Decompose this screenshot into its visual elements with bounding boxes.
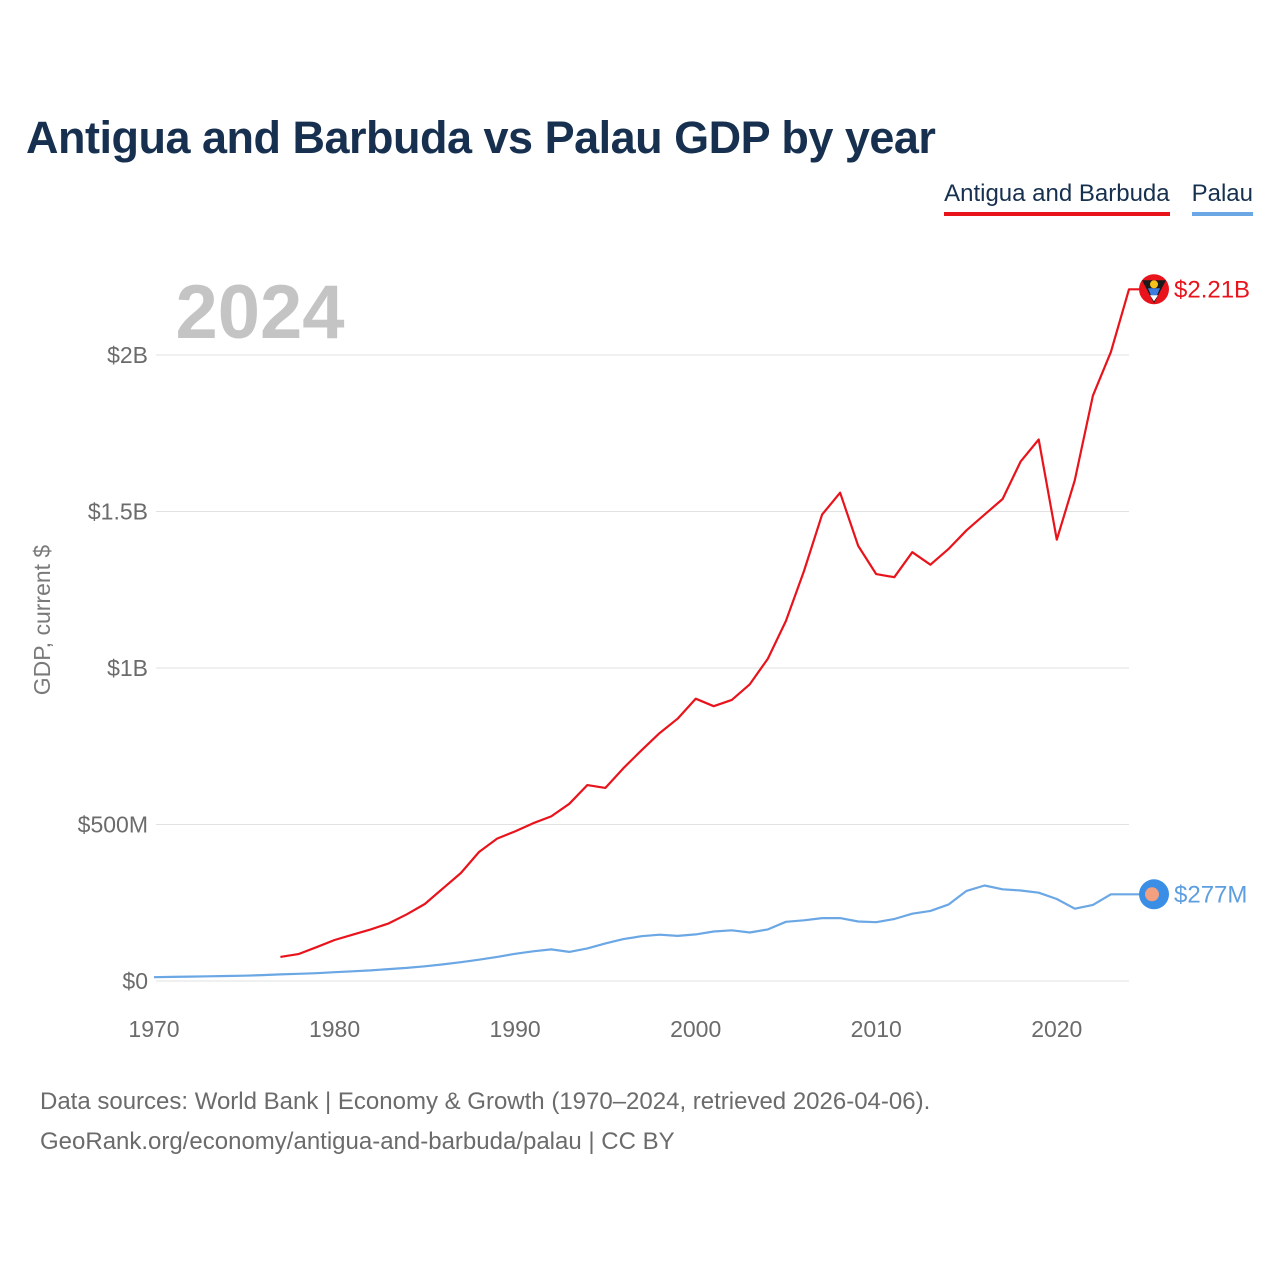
x-axis-ticks: 1970 1980 1990 2000 2010 2020 — [128, 1016, 1082, 1042]
y-tick-label: $500M — [78, 812, 148, 838]
x-tick-label: 1980 — [309, 1016, 360, 1042]
legend-item-antigua-and-barbuda[interactable]: Antigua and Barbuda — [944, 180, 1170, 216]
x-tick-label: 2000 — [670, 1016, 721, 1042]
source-note: Data sources: World Bank | Economy & Gro… — [40, 1088, 931, 1115]
series-layer: $2.21B $277M — [153, 274, 1250, 979]
source-url: GeoRank.org/economy/antigua-and-barbuda/… — [40, 1128, 675, 1155]
y-tick-label: $1.5B — [88, 499, 148, 525]
footer: Data sources: World Bank | Economy & Gro… — [40, 1082, 930, 1162]
y-tick-label: $1B — [107, 655, 148, 681]
end-value-label: $277M — [1174, 881, 1247, 908]
year-watermark: 2024 — [175, 270, 344, 355]
series-line-palau[interactable] — [153, 884, 1140, 979]
line-chart: $0 $500M $1B $1.5B $2B 1970 1980 1990 2000 2010 2… — [29, 270, 1250, 1042]
legend-item-palau[interactable]: Palau — [1191, 180, 1253, 216]
x-tick-label: 2010 — [851, 1016, 902, 1042]
y-axis-ticks: $0 $500M $1B $1.5B $2B — [78, 342, 148, 994]
x-tick-label: 1970 — [128, 1016, 179, 1042]
palau-flag-icon — [1139, 879, 1169, 910]
x-tick-label: 2020 — [1031, 1016, 1082, 1042]
x-tick-label: 1990 — [490, 1016, 541, 1042]
antigua-and-barbuda-flag-icon — [1139, 274, 1169, 305]
y-tick-label: $2B — [107, 342, 148, 368]
grid-lines — [156, 354, 1129, 982]
y-axis-label: GDP, current $ — [29, 545, 55, 696]
y-tick-label: $0 — [122, 968, 148, 994]
series-line-antigua-and-barbuda[interactable] — [280, 288, 1140, 958]
chart-title: Antigua and Barbuda vs Palau GDP by year — [26, 112, 936, 163]
legend: Antigua and Barbuda Palau — [944, 180, 1253, 216]
end-value-label: $2.21B — [1174, 276, 1250, 303]
